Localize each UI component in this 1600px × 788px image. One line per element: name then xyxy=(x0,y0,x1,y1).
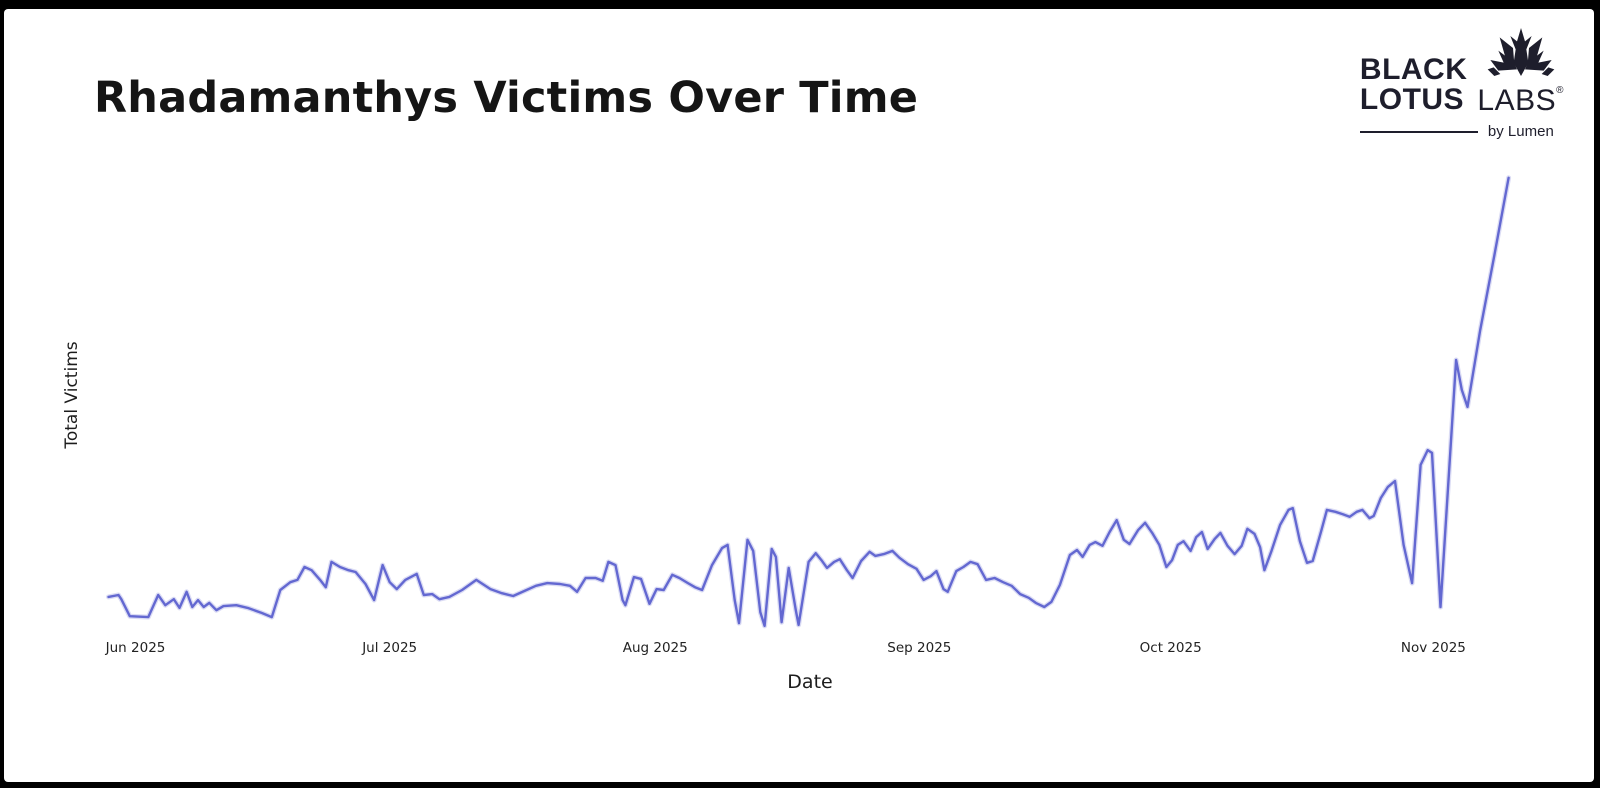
logo-word-labs: LABS® xyxy=(1477,84,1564,117)
y-axis-label: Total Victims xyxy=(62,341,82,449)
x-tick-label: Sep 2025 xyxy=(887,640,952,656)
x-tick-label: Jul 2025 xyxy=(362,640,418,656)
x-tick-label: Aug 2025 xyxy=(622,640,688,656)
x-axis-label: Date xyxy=(787,671,833,693)
lotus-flower-icon xyxy=(1487,28,1555,76)
x-tick-label: Nov 2025 xyxy=(1400,640,1466,656)
victims-trend-line xyxy=(107,176,1510,628)
logo-right-column: LABS® xyxy=(1477,28,1564,116)
victims-trend-line-halo xyxy=(106,175,1512,629)
chart-title: Rhadamanthys Victims Over Time xyxy=(94,72,919,123)
logo-wordmark: BLACK LOTUS xyxy=(1359,52,1468,117)
logo-byline: by Lumen xyxy=(1487,123,1554,140)
registered-trademark-symbol: ® xyxy=(1556,85,1564,96)
logo-bottom-row: by Lumen xyxy=(1359,123,1564,140)
logo-word-lotus: LOTUS xyxy=(1359,83,1465,117)
chart-canvas xyxy=(4,9,1594,782)
black-lotus-labs-logo: BLACK LOTUS LABS® xyxy=(1359,28,1564,140)
logo-word-black: BLACK xyxy=(1359,52,1468,86)
x-tick-label: Oct 2025 xyxy=(1139,640,1202,656)
logo-top-row: BLACK LOTUS LABS® xyxy=(1360,28,1564,116)
x-tick-label: Jun 2025 xyxy=(105,640,166,656)
x-axis-tick-labels: Jun 2025 Jul 2025 Aug 2025 Sep 2025 Oct 2025… xyxy=(0,640,1600,660)
logo-divider-line xyxy=(1359,130,1478,133)
